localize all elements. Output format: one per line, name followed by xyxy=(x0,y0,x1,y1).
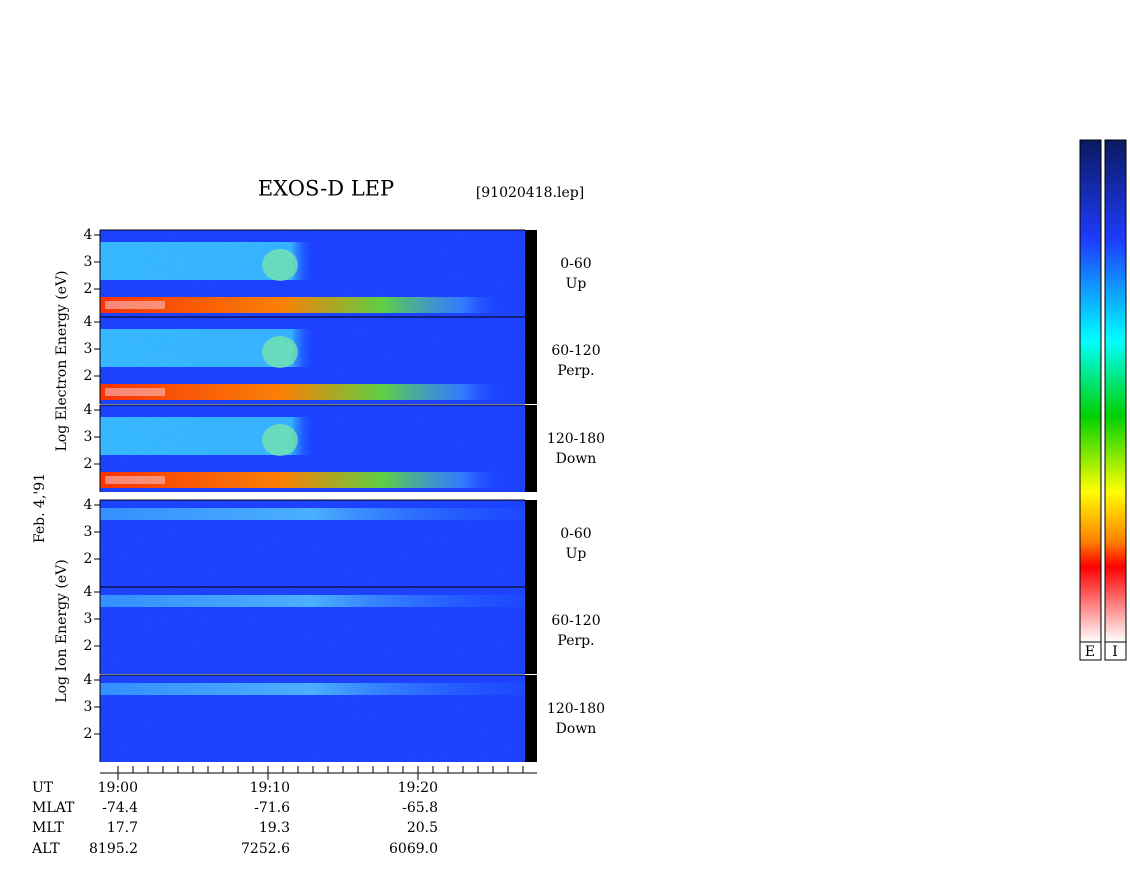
row-value: 17.7 xyxy=(107,820,138,836)
y-tick-label: 2 xyxy=(84,281,93,297)
pitch-angle: 120-180 xyxy=(547,701,605,717)
pitch-angle: 0-60 xyxy=(560,256,591,272)
data-gap xyxy=(525,500,537,587)
spectrogram-noise xyxy=(100,587,525,674)
data-gap xyxy=(525,405,537,492)
y-tick-label: 3 xyxy=(84,699,93,715)
row-value: 7252.6 xyxy=(241,841,290,857)
row-label: UT xyxy=(32,780,54,796)
colorbar-i xyxy=(1104,139,1127,643)
y-tick-label: 4 xyxy=(84,497,93,513)
spectrogram-noise xyxy=(100,675,525,762)
title: EXOS-D LEP xyxy=(258,177,394,201)
y-tick-label: 2 xyxy=(84,456,93,472)
time-ticks xyxy=(117,766,524,780)
row-value: 20.5 xyxy=(407,820,438,836)
direction: Perp. xyxy=(557,363,594,379)
direction: Up xyxy=(566,546,587,562)
row-value: -71.6 xyxy=(254,800,290,816)
data-gap xyxy=(525,675,537,762)
row-value: 19:20 xyxy=(398,780,438,796)
colorbar-e xyxy=(1079,139,1102,643)
row-value: 8195.2 xyxy=(89,841,138,857)
direction: Perp. xyxy=(557,633,594,649)
data-gap xyxy=(525,587,537,674)
y-tick-label: 3 xyxy=(84,611,93,627)
y-tick-label: 2 xyxy=(84,638,93,654)
colorbar-label: E xyxy=(1085,644,1095,660)
row-value: -74.4 xyxy=(102,800,138,816)
row-label: MLT xyxy=(32,820,64,836)
file-name: [91020418.lep] xyxy=(476,185,584,201)
colorbar-label: I xyxy=(1112,644,1118,660)
y-tick-label: 4 xyxy=(84,672,93,688)
electron-axis-label: Log Electron Energy (eV) xyxy=(54,270,70,451)
direction: Up xyxy=(566,276,587,292)
y-tick-label: 3 xyxy=(84,429,93,445)
y-tick-label: 3 xyxy=(84,254,93,270)
pitch-angle: 60-120 xyxy=(551,613,600,629)
colorbar-label-box xyxy=(1104,641,1127,661)
row-value: -65.8 xyxy=(402,800,438,816)
spectrogram-noise xyxy=(100,230,525,317)
pitch-angle: 120-180 xyxy=(547,431,605,447)
y-tick-label: 3 xyxy=(84,524,93,540)
row-label: MLAT xyxy=(32,800,75,816)
row-label: ALT xyxy=(31,841,60,857)
y-tick-label: 2 xyxy=(84,368,93,384)
date: Feb. 4,'91 xyxy=(32,473,48,543)
y-tick-label: 4 xyxy=(84,584,93,600)
spectrogram-noise xyxy=(100,500,525,587)
spectrogram-noise xyxy=(100,405,525,492)
y-tick-label: 4 xyxy=(84,314,93,330)
y-tick-label: 4 xyxy=(84,402,93,418)
data-gap xyxy=(525,317,537,404)
y-tick-label: 4 xyxy=(84,227,93,243)
direction: Down xyxy=(556,451,597,467)
pitch-angle: 60-120 xyxy=(551,343,600,359)
direction: Down xyxy=(556,721,597,737)
y-tick-label: 2 xyxy=(84,726,93,742)
row-value: 19:10 xyxy=(250,780,290,796)
row-value: 6069.0 xyxy=(389,841,438,857)
pitch-angle: 0-60 xyxy=(560,526,591,542)
ion-axis-label: Log Ion Energy (eV) xyxy=(54,559,70,702)
row-value: 19:00 xyxy=(98,780,138,796)
y-tick-label: 2 xyxy=(84,551,93,567)
colorbar-label-box xyxy=(1079,641,1102,661)
data-gap xyxy=(525,230,537,317)
row-value: 19.3 xyxy=(259,820,290,836)
y-tick-label: 3 xyxy=(84,341,93,357)
spectrogram-noise xyxy=(100,317,525,404)
